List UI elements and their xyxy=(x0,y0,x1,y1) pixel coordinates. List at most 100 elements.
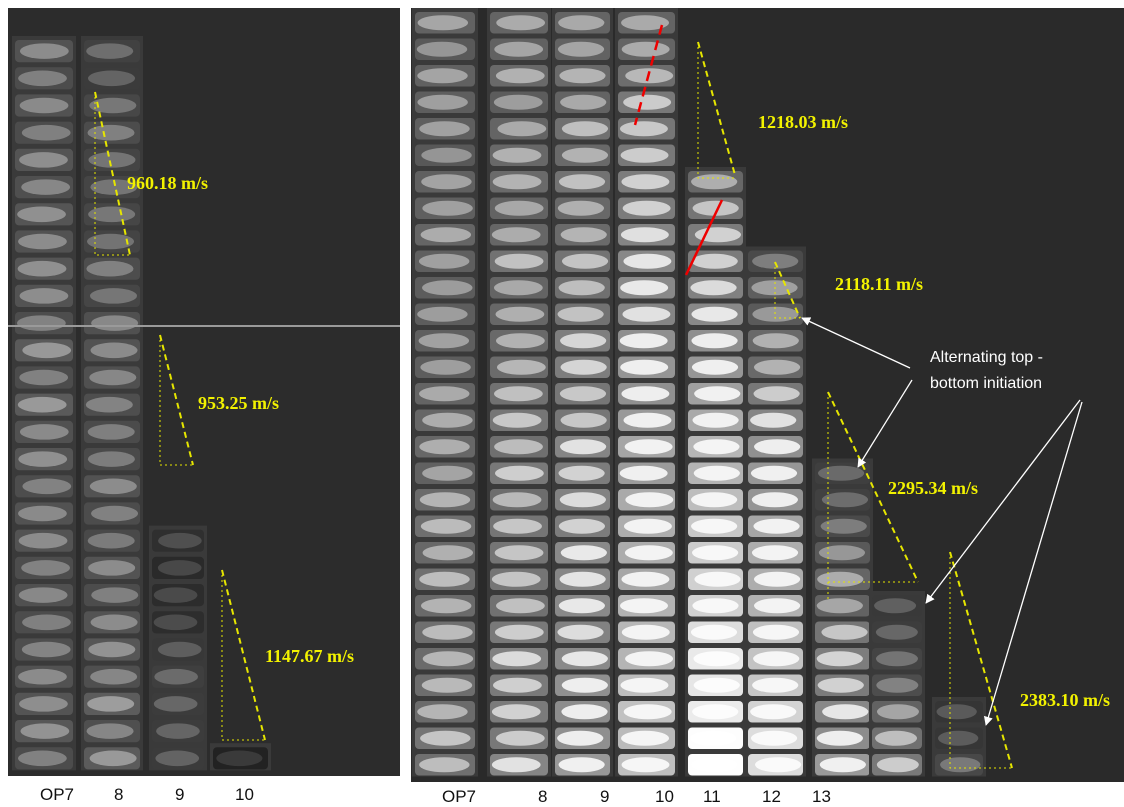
column-label: 10 xyxy=(235,785,254,804)
frame-glow xyxy=(419,757,469,772)
frame-glow xyxy=(495,545,544,560)
frame-glow xyxy=(496,15,545,30)
frame-glow xyxy=(561,360,607,375)
frame-glow xyxy=(422,678,472,693)
frame-glow xyxy=(621,148,669,163)
frame-glow xyxy=(493,413,542,428)
frame-glow xyxy=(19,152,68,168)
frame-glow xyxy=(623,201,671,216)
frame-glow xyxy=(559,68,605,83)
frame-glow xyxy=(560,439,606,454)
frame-glow xyxy=(22,343,71,359)
frame-glow xyxy=(88,451,135,467)
frame-glow xyxy=(558,307,604,322)
frame-glow xyxy=(694,386,740,401)
frame-glow xyxy=(421,227,471,242)
frame-glow xyxy=(750,413,796,428)
frame-glow xyxy=(622,307,670,322)
velocity: 960.18 m/s xyxy=(127,173,208,193)
frame-glow xyxy=(559,598,605,613)
frame-glow xyxy=(493,148,542,163)
frame-glow xyxy=(158,642,202,658)
frame-glow xyxy=(621,678,669,693)
frame-glow xyxy=(690,280,736,295)
frame-glow xyxy=(421,519,471,534)
frame-glow xyxy=(876,678,918,693)
frame-glow xyxy=(89,370,136,386)
frame-glow xyxy=(560,492,606,507)
column-label: 9 xyxy=(175,785,184,804)
frame-glow xyxy=(624,704,672,719)
frame-glow xyxy=(625,492,673,507)
frame-glow xyxy=(753,625,799,640)
frame-glow xyxy=(625,651,673,666)
frame-glow xyxy=(494,42,543,57)
frame-glow xyxy=(495,254,544,269)
frame-glow xyxy=(817,731,863,746)
frame-glow xyxy=(692,545,738,560)
frame-glow xyxy=(622,42,670,57)
frame-glow xyxy=(420,492,470,507)
frame-glow xyxy=(417,42,467,57)
frame-glow xyxy=(690,731,736,746)
frame-glow xyxy=(692,360,738,375)
frame-glow xyxy=(620,360,668,375)
frame-glow xyxy=(89,98,136,114)
frame-glow xyxy=(492,572,541,587)
column-label: 12 xyxy=(762,787,781,806)
frame-glow xyxy=(620,121,668,136)
frame-glow xyxy=(562,678,608,693)
frame-glow xyxy=(19,587,68,603)
frame-glow xyxy=(154,587,198,603)
frame-glow xyxy=(752,492,798,507)
frame-glow xyxy=(877,704,919,719)
frame-glow xyxy=(90,288,137,304)
frame-glow xyxy=(625,545,673,560)
frame-glow xyxy=(422,413,472,428)
frame-glow xyxy=(19,533,68,549)
frame-glow xyxy=(937,704,977,719)
frame-glow xyxy=(21,723,70,739)
frame-glow xyxy=(560,333,606,348)
frame-glow xyxy=(421,148,471,163)
frame-glow xyxy=(86,261,133,277)
frame-glow xyxy=(154,669,198,685)
frame-glow xyxy=(818,466,864,481)
frame-glow xyxy=(496,598,545,613)
frame-glow xyxy=(18,506,67,522)
velocity: 953.25 m/s xyxy=(198,393,279,413)
frame-glow xyxy=(497,360,546,375)
frame-glow xyxy=(561,413,607,428)
frame-glow xyxy=(492,757,541,772)
frame-glow xyxy=(620,466,668,481)
frame-glow xyxy=(621,386,669,401)
frame-glow xyxy=(940,757,980,772)
frame-glow xyxy=(18,669,67,685)
frame-glow xyxy=(86,397,133,413)
frame-glow xyxy=(625,439,673,454)
frame-glow xyxy=(497,121,546,136)
velocity: 1147.67 m/s xyxy=(265,646,354,666)
frame-glow xyxy=(420,360,470,375)
frame-glow xyxy=(557,731,603,746)
frame-glow xyxy=(938,731,978,746)
frame-glow xyxy=(754,572,800,587)
frame-glow xyxy=(496,333,545,348)
frame-glow xyxy=(493,519,542,534)
column-label: OP7 xyxy=(442,787,476,806)
frame-glow xyxy=(559,174,605,189)
frame-glow xyxy=(753,333,799,348)
frame-glow xyxy=(819,545,865,560)
frame-glow xyxy=(22,479,71,495)
frame-glow xyxy=(495,201,544,216)
frame-glow xyxy=(621,227,669,242)
velocity: 2383.10 m/s xyxy=(1020,690,1110,710)
frame-glow xyxy=(562,148,608,163)
frame-glow xyxy=(560,95,606,110)
frame-glow xyxy=(753,651,799,666)
frame-glow xyxy=(876,625,918,640)
frame-glow xyxy=(88,533,135,549)
frame-glow xyxy=(621,572,669,587)
frame-glow xyxy=(624,413,672,428)
frame-glow xyxy=(754,386,800,401)
